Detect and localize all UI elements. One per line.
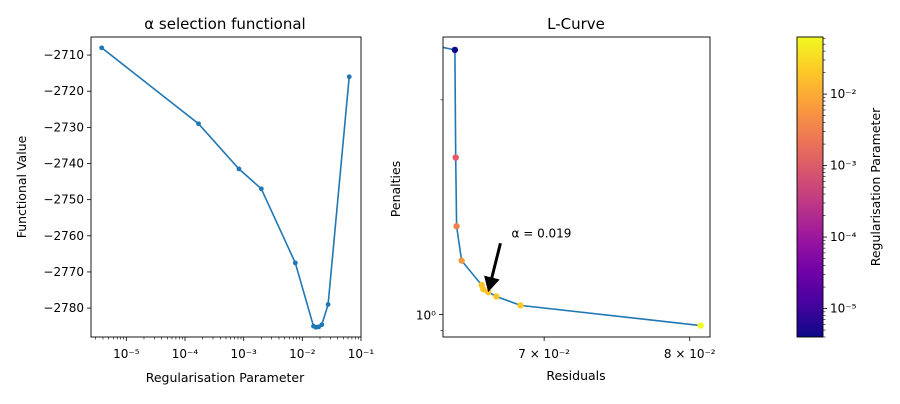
chart1-y-tick-label: −2740 (43, 157, 84, 171)
chart1-title: α selection functional (144, 15, 305, 33)
colorbar-tick-label: 10⁻³ (830, 159, 857, 173)
chart1-series-line (101, 47, 350, 329)
colorbar: 10⁻⁵ 10⁻⁴ 10⁻³ 10⁻² Regularisation Paramete… (796, 36, 883, 338)
chart2-data-point (517, 302, 524, 309)
chart1-data-point (346, 74, 352, 80)
chart1-y-tick-label: −2730 (43, 120, 84, 134)
chart2-data-point (451, 46, 459, 54)
chart2-data-point (452, 154, 459, 161)
chart1-y-tick-label: −2710 (43, 48, 84, 62)
chart1-y-tick-label: −2770 (43, 265, 84, 279)
chart2-y-axis-label: Penalties (388, 161, 403, 217)
chart2-data-point (453, 223, 460, 230)
chart1-y-tick-label: −2780 (43, 301, 84, 315)
colorbar-gradient (796, 36, 824, 338)
chart2-data-point (458, 257, 465, 264)
chart1-x-tick-label: 10⁻⁵ (113, 347, 140, 361)
chart1-y-tick-label: −2750 (43, 193, 84, 207)
chart2-x-tick-label: 8 × 10⁻² (664, 347, 716, 361)
chart1-plot-frame (90, 36, 362, 338)
chart1-data-point (258, 186, 264, 192)
alpha-selection-chart: α selection functional 10⁻⁵ 10⁻⁴ 10⁻³ 10⁻² 1… (14, 15, 374, 385)
chart2-curve-line (443, 46, 701, 327)
chart2-plot-frame (442, 36, 711, 338)
chart1-y-tick-label: −2720 (43, 84, 84, 98)
chart1-data-point (319, 322, 325, 328)
colorbar-label: Regularisation Parameter (868, 107, 883, 266)
l-curve-chart: L-Curve α = 0.019 7 × 10⁻² 8 × 10⁻² 10⁰ R… (388, 15, 716, 383)
chart2-x-axis-label: Residuals (546, 368, 605, 383)
chart2-y-tick-label: 10⁰ (416, 309, 436, 323)
annotation-arrow (484, 242, 502, 293)
annotation-label: α = 0.019 (511, 226, 571, 240)
chart1-x-tick-label: 10⁻³ (230, 347, 257, 361)
chart1-data-point (99, 45, 105, 51)
chart1-x-tick-label: 10⁻⁴ (172, 347, 199, 361)
chart1-data-point (196, 121, 201, 127)
chart1-x-tick-label: 10⁻² (289, 347, 316, 361)
chart2-data-point (433, 43, 439, 49)
chart2-data-point (480, 286, 487, 293)
chart2-data-point (484, 288, 492, 296)
chart1-data-point (292, 260, 298, 266)
chart2-data-point (697, 322, 704, 329)
chart1-y-axis-label: Functional Value (14, 135, 29, 238)
chart1-data-point (236, 166, 242, 172)
chart2-x-tick-label: 7 × 10⁻² (518, 347, 570, 361)
chart1-x-axis-label: Regularisation Parameter (146, 370, 305, 385)
chart1-data-point (325, 302, 331, 307)
colorbar-tick-label: 10⁻² (830, 87, 857, 101)
colorbar-tick-label: 10⁻⁵ (830, 302, 857, 316)
chart2-title: L-Curve (547, 15, 605, 33)
chart2-data-point (493, 293, 500, 300)
chart1-x-tick-label: 10⁻¹ (348, 347, 375, 361)
colorbar-tick-label: 10⁻⁴ (830, 230, 857, 244)
chart1-y-tick-label: −2760 (43, 229, 84, 243)
